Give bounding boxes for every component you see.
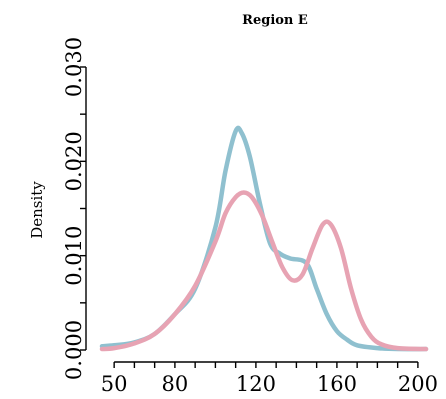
y-tick-label: 0.020: [62, 131, 86, 191]
y-axis-label: Density: [28, 181, 46, 239]
x-tick-label: 120: [236, 372, 276, 396]
x-tick-label: 160: [317, 372, 357, 396]
axes: 0.000 0.010 0.020 0.030 50 80 120 160 200: [62, 37, 438, 396]
x-tick-label: 50: [101, 372, 128, 396]
series-line-2: [99, 190, 429, 352]
y-tick-label: 0.030: [62, 37, 86, 97]
series-layer: [99, 125, 429, 352]
series-line-1: [99, 125, 429, 352]
x-tick-label: 200: [398, 372, 438, 396]
chart-title: Region E: [242, 13, 308, 28]
x-tick-label: 80: [162, 372, 189, 396]
y-tick-label: 0.000: [62, 320, 86, 380]
y-tick-label: 0.010: [62, 226, 86, 286]
